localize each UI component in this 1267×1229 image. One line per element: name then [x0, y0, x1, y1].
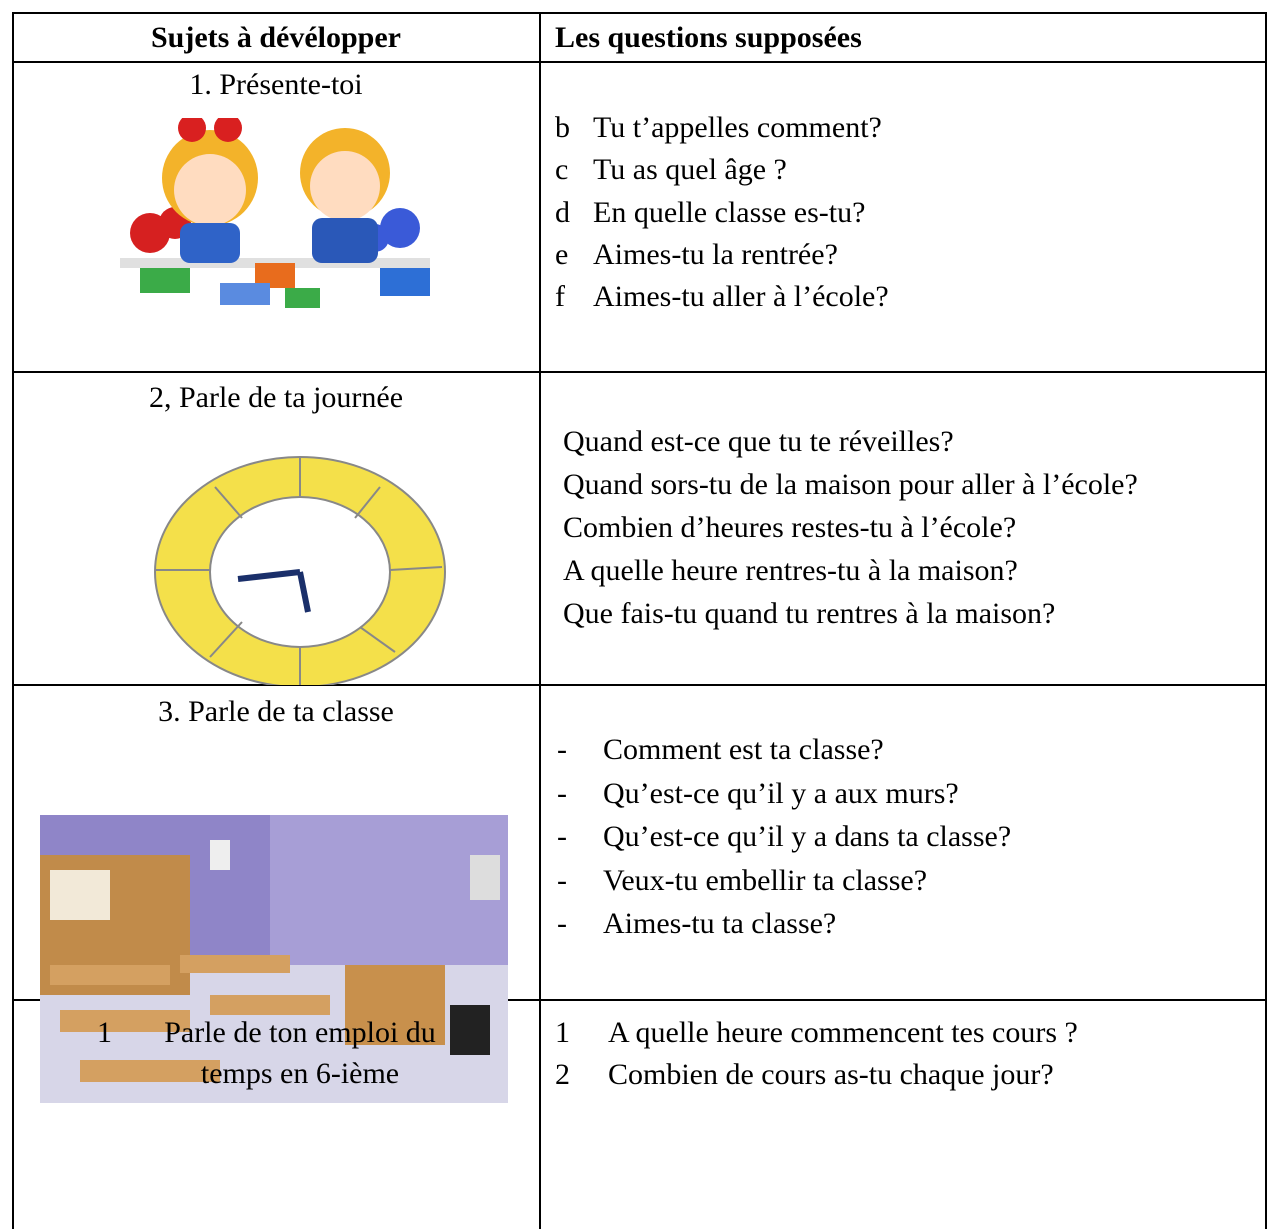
question-text: Tu t’appelles comment? [593, 111, 882, 144]
question-marker: 2 [555, 1058, 570, 1091]
question-marker: - [557, 776, 567, 810]
question-marker: c [555, 153, 569, 187]
question-marker: - [557, 907, 567, 940]
question-text: Quand sors-tu de la maison pour aller à … [563, 468, 1138, 501]
table-border [12, 12, 1267, 14]
table-border [1265, 12, 1267, 1229]
question-text: Aimes-tu la rentrée? [593, 237, 838, 271]
subject-marker: 1 [97, 1016, 112, 1049]
question-text: Combien de cours as-tu chaque jour? [608, 1058, 1054, 1091]
question-text: A quelle heure rentres-tu à la maison? [563, 554, 1018, 587]
question-marker: - [557, 863, 567, 897]
question-text: Comment est ta classe? [603, 733, 884, 766]
table-border [12, 684, 1267, 686]
subject: 3. Parle de ta classe [158, 695, 394, 728]
question-text: Tu as quel âge ? [593, 153, 787, 187]
question-text: Aimes-tu ta classe? [603, 907, 837, 940]
subject: 1. Présente-toi [189, 68, 363, 101]
question-text: Combien d’heures restes-tu à l’école? [563, 511, 1017, 544]
question-text: En quelle classe es-tu? [593, 195, 866, 229]
question-text: Quand est-ce que tu te réveilles? [563, 425, 954, 458]
question-marker: d [555, 195, 570, 229]
header-cell: Sujets à dévélopper [151, 21, 401, 54]
question-marker: - [557, 820, 567, 853]
question-marker: 1 [555, 1016, 570, 1049]
question-text: A quelle heure commencent tes cours ? [608, 1016, 1078, 1049]
table-border [12, 12, 14, 1229]
table-border [539, 12, 541, 1229]
question-marker: e [555, 237, 569, 271]
question-text: Qu’est-ce qu’il y a dans ta classe? [603, 820, 1012, 853]
question-text: Veux-tu embellir ta classe? [603, 863, 928, 897]
question-marker: f [555, 280, 565, 314]
classroom-photo [40, 815, 508, 1103]
table-border [12, 61, 1267, 63]
subject: Parle de ton emploi du temps en 6-ième [164, 1016, 436, 1090]
question-marker: b [555, 111, 570, 144]
question-text: Qu’est-ce qu’il y a aux murs? [603, 776, 959, 810]
kids-illustration [120, 118, 430, 308]
subject: 2, Parle de ta journée [148, 381, 404, 414]
question-text: Aimes-tu aller à l’école? [593, 280, 889, 314]
header-cell: Les questions supposées [555, 21, 862, 54]
question-text: Que fais-tu quand tu rentres à la maison… [563, 597, 1056, 630]
table-border [12, 371, 1267, 373]
question-list: Quand est-ce que tu te réveilles? Quand s… [563, 420, 1260, 635]
question-marker: - [557, 733, 567, 766]
clock-illustration [154, 456, 446, 685]
table-border [12, 999, 1267, 1001]
